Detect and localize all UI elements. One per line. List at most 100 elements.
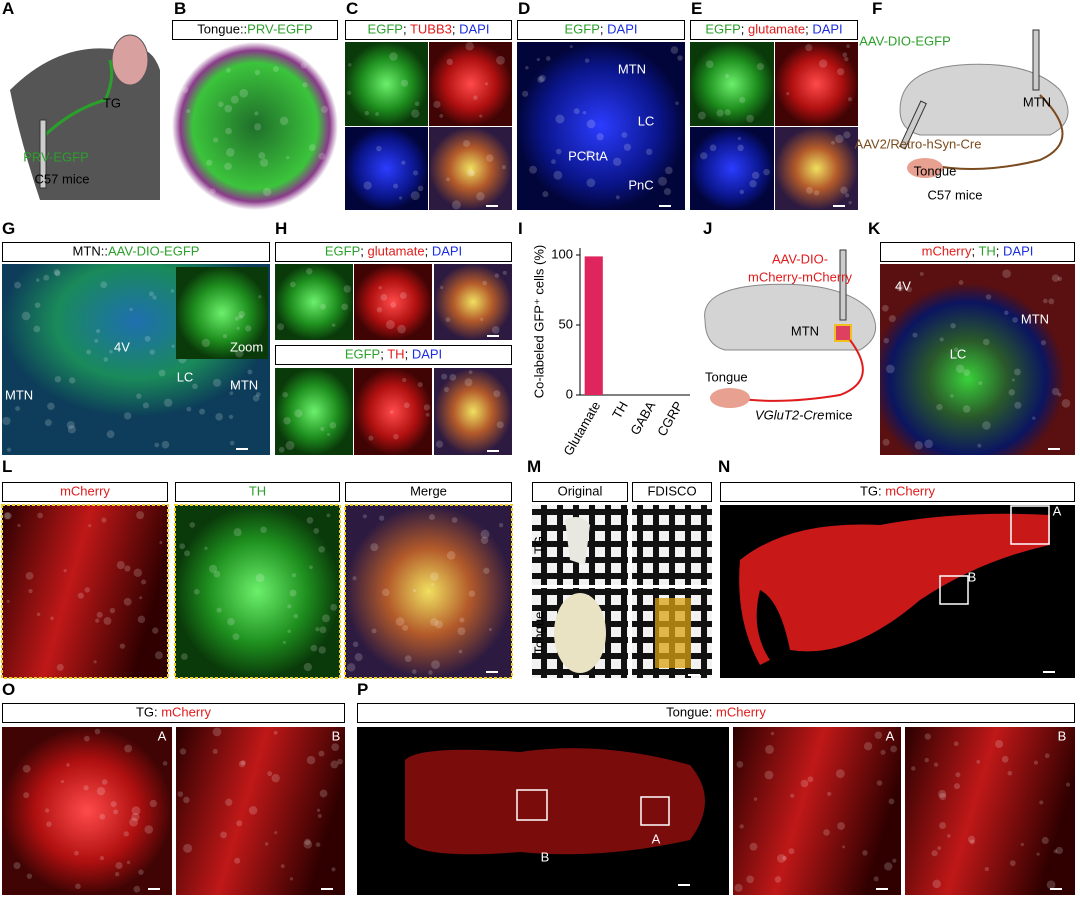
- cell-texture: [123, 412, 132, 420]
- panel-letter: P: [357, 680, 368, 699]
- micrograph: [176, 267, 268, 359]
- cell-texture: [93, 660, 97, 664]
- header-part: PRV-EGFP: [247, 22, 313, 37]
- cell-texture: [255, 392, 261, 397]
- header-part: DAPI: [812, 22, 842, 37]
- panel-label: MTN: [791, 323, 819, 338]
- cell-texture: [753, 797, 758, 801]
- cell-texture: [236, 820, 243, 827]
- cell-texture: [823, 829, 830, 836]
- cell-texture: [488, 627, 492, 631]
- cell-texture: [109, 607, 116, 614]
- cell-texture: [465, 41, 474, 51]
- cell-texture: [226, 148, 235, 157]
- cell-texture: [123, 597, 132, 606]
- roi-box: [640, 796, 670, 826]
- cell-texture: [545, 56, 551, 61]
- cell-texture: [434, 620, 443, 629]
- panel-letter: J: [703, 219, 712, 238]
- cell-texture: [216, 607, 222, 613]
- cell-texture: [612, 157, 622, 167]
- cell-texture: [43, 274, 50, 281]
- cell-texture: [395, 617, 405, 626]
- cell-texture: [411, 669, 417, 674]
- cell-texture: [807, 776, 814, 783]
- cell-texture: [658, 176, 667, 186]
- header-part: MTN::: [73, 244, 108, 259]
- cell-texture: [103, 357, 109, 362]
- cell-texture: [786, 92, 790, 96]
- cell-texture: [645, 148, 653, 156]
- cell-texture: [75, 883, 81, 890]
- cell-texture: [152, 295, 157, 300]
- header-part: glutamate: [367, 244, 424, 259]
- header-text: TG: mCherry: [860, 484, 936, 499]
- cell-texture: [213, 570, 221, 578]
- panel-label: A: [158, 728, 167, 743]
- syringe: [39, 119, 47, 189]
- cell-texture: [54, 375, 62, 383]
- cell-texture: [924, 439, 933, 449]
- cell-texture: [1033, 760, 1038, 765]
- panel-label: PnC: [628, 177, 653, 192]
- panel-label: TG: [103, 95, 121, 110]
- y-tick-label: 100: [551, 246, 573, 261]
- panel-letter: E: [691, 0, 702, 18]
- roi-box: [939, 575, 969, 605]
- cell-texture: [109, 349, 113, 354]
- cell-texture: [193, 588, 200, 595]
- cell-texture: [837, 822, 846, 830]
- cell-texture: [677, 55, 683, 61]
- cell-texture: [3, 512, 11, 520]
- cell-texture: [22, 764, 31, 773]
- panel-label: B: [1058, 728, 1067, 743]
- panel-header: [345, 20, 512, 40]
- panel-letter: O: [2, 680, 15, 699]
- cell-texture: [285, 441, 295, 450]
- cell-texture: [939, 792, 947, 801]
- cell-texture: [225, 127, 232, 135]
- cell-texture: [468, 590, 476, 597]
- cell-texture: [412, 589, 417, 593]
- cell-texture: [170, 289, 175, 293]
- cell-texture: [431, 660, 440, 670]
- cell-texture: [229, 391, 234, 396]
- cell-texture: [675, 101, 679, 105]
- cell-texture: [953, 347, 959, 353]
- cell-texture: [154, 442, 160, 448]
- cell-texture: [330, 760, 339, 769]
- cell-texture: [451, 200, 461, 210]
- header-part: ;: [971, 244, 978, 259]
- cell-texture: [1036, 852, 1040, 856]
- mtn-box: [834, 324, 852, 342]
- header-text: Tongue: mCherry: [666, 705, 766, 720]
- cell-texture: [303, 662, 312, 672]
- cell-texture: [186, 203, 191, 208]
- cell-texture: [888, 315, 896, 323]
- cell-texture: [179, 748, 187, 755]
- header-part: EGFP: [705, 22, 740, 37]
- cell-texture: [739, 824, 744, 829]
- cell-texture: [433, 100, 441, 109]
- header-part: Original: [558, 484, 603, 499]
- cell-texture: [34, 302, 41, 308]
- cell-texture: [818, 59, 828, 68]
- cell-texture: [398, 196, 403, 200]
- header-part: ;: [360, 244, 367, 259]
- cell-texture: [227, 617, 235, 626]
- header-part: mCherry: [161, 705, 211, 720]
- panel-label: AAV-DIO-EGFP: [859, 33, 951, 48]
- cell-texture: [306, 268, 313, 275]
- micrograph: [880, 264, 1075, 455]
- cell-texture: [924, 757, 929, 763]
- cell-texture: [66, 420, 75, 429]
- cell-texture: [982, 421, 991, 430]
- cell-texture: [976, 759, 981, 764]
- cell-texture: [709, 144, 717, 152]
- cell-texture: [483, 567, 490, 574]
- cell-texture: [63, 569, 67, 573]
- cell-texture: [844, 57, 849, 62]
- panel-header: [880, 242, 1075, 262]
- header-part: mCherry: [922, 244, 972, 259]
- micrograph: [176, 727, 345, 895]
